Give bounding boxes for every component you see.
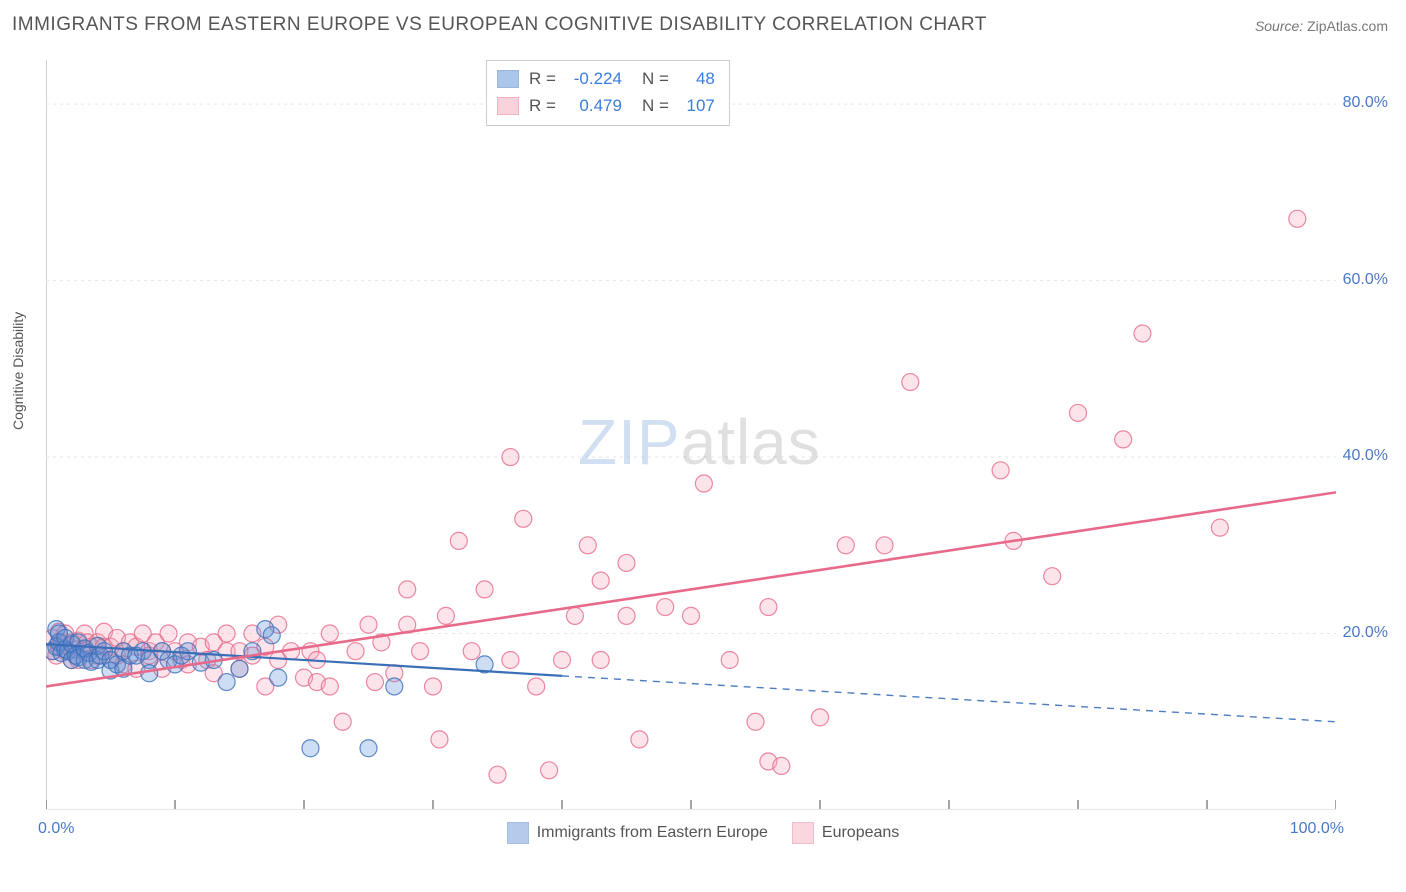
stats-N-value: 48: [679, 65, 715, 92]
legend-swatch: [507, 822, 529, 844]
source-value: ZipAtlas.com: [1307, 18, 1388, 34]
stats-N-value: 107: [679, 92, 715, 119]
y-tick-label: 60.0%: [1343, 271, 1388, 289]
y-tick-label: 40.0%: [1343, 447, 1388, 465]
legend-swatch: [792, 822, 814, 844]
legend-bottom: Immigrants from Eastern Europe Europeans: [0, 822, 1406, 849]
stats-N-label: N =: [642, 92, 669, 119]
source-attribution: Source: ZipAtlas.com: [1255, 18, 1388, 34]
chart-plot-area: R = -0.224 N = 48 R = 0.479 N = 107: [46, 60, 1336, 810]
source-label: Source:: [1255, 18, 1303, 34]
stats-swatch: [497, 70, 519, 88]
y-tick-label: 20.0%: [1343, 624, 1388, 642]
stats-R-value: 0.479: [566, 92, 622, 119]
scatter-chart-svg: [46, 60, 1336, 810]
legend-label: Europeans: [822, 824, 899, 842]
stats-row-europeans: R = 0.479 N = 107: [497, 92, 715, 119]
y-axis-label: Cognitive Disability: [10, 312, 26, 430]
stats-R-value: -0.224: [566, 65, 622, 92]
correlation-stats-box: R = -0.224 N = 48 R = 0.479 N = 107: [486, 60, 730, 126]
stats-N-label: N =: [642, 65, 669, 92]
legend-item-eastern_europe: Immigrants from Eastern Europe: [507, 822, 768, 844]
legend-label: Immigrants from Eastern Europe: [537, 824, 768, 842]
stats-R-label: R =: [529, 65, 556, 92]
legend-item-europeans: Europeans: [792, 822, 899, 844]
stats-R-label: R =: [529, 92, 556, 119]
stats-swatch: [497, 97, 519, 115]
y-tick-label: 80.0%: [1343, 94, 1388, 112]
chart-header: IMMIGRANTS FROM EASTERN EUROPE VS EUROPE…: [0, 0, 1406, 50]
stats-row-eastern_europe: R = -0.224 N = 48: [497, 65, 715, 92]
chart-title: IMMIGRANTS FROM EASTERN EUROPE VS EUROPE…: [12, 14, 987, 36]
